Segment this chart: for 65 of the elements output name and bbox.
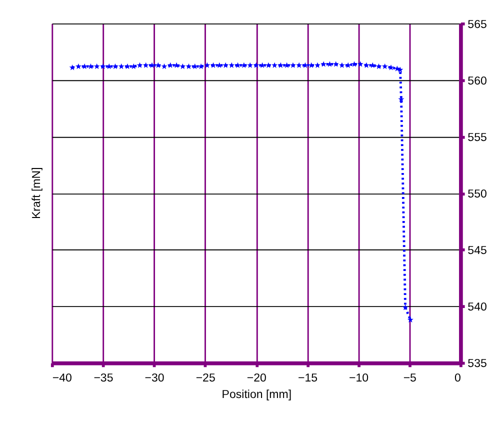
point	[180, 63, 186, 70]
point	[407, 316, 414, 323]
point	[402, 304, 408, 310]
x-tick-label: −30	[144, 372, 164, 385]
point	[222, 62, 229, 68]
point	[142, 62, 149, 68]
point	[314, 62, 321, 68]
point	[136, 62, 143, 68]
x-tick-label: −40	[52, 372, 72, 385]
point	[69, 64, 76, 70]
point	[148, 62, 156, 68]
x-tick-label: −15	[298, 372, 318, 385]
point	[234, 62, 241, 68]
point	[338, 62, 346, 68]
point	[363, 62, 370, 68]
x-tick-label: −20	[246, 372, 266, 385]
point	[94, 63, 100, 70]
point	[259, 62, 266, 68]
point	[228, 62, 235, 68]
point	[284, 62, 290, 68]
point	[75, 63, 82, 70]
point	[253, 62, 260, 68]
point	[247, 62, 254, 68]
point	[351, 61, 358, 67]
point	[357, 61, 364, 67]
point	[296, 62, 302, 68]
x-tick-label: −10	[349, 372, 369, 385]
point	[370, 62, 376, 68]
point	[382, 63, 388, 70]
point	[161, 63, 168, 70]
point	[173, 62, 180, 68]
point	[100, 63, 106, 70]
point	[204, 62, 210, 68]
x-tick-label: −5	[403, 372, 416, 385]
point	[186, 63, 192, 70]
y-tick-label: 560	[468, 75, 487, 88]
point	[198, 63, 204, 70]
point	[388, 64, 394, 70]
y-tick-label: 540	[468, 302, 487, 314]
y-tick-label: 535	[468, 358, 487, 370]
point	[265, 62, 272, 68]
point	[302, 62, 308, 68]
point	[216, 62, 222, 68]
y-tick-label: 555	[468, 132, 487, 144]
point	[118, 63, 124, 70]
point	[240, 62, 247, 68]
point	[272, 62, 278, 68]
point	[278, 62, 284, 68]
point	[290, 62, 296, 68]
y-tick-label: 565	[468, 18, 487, 31]
x-tick-label: −35	[94, 372, 114, 385]
x-tick-label: 0	[454, 372, 461, 385]
y-tick-label: 550	[468, 188, 487, 200]
point	[167, 62, 174, 68]
point	[308, 62, 314, 68]
point	[376, 63, 382, 70]
y-tick-label: 545	[468, 245, 487, 257]
point	[124, 63, 131, 70]
y-axis-title: Kraft [mN]	[30, 167, 43, 220]
x-axis-title: Position [mm]	[222, 388, 292, 401]
point	[155, 62, 162, 68]
point	[320, 61, 327, 67]
point	[112, 63, 118, 70]
x-tick-label: −25	[196, 372, 216, 385]
point	[210, 62, 216, 68]
